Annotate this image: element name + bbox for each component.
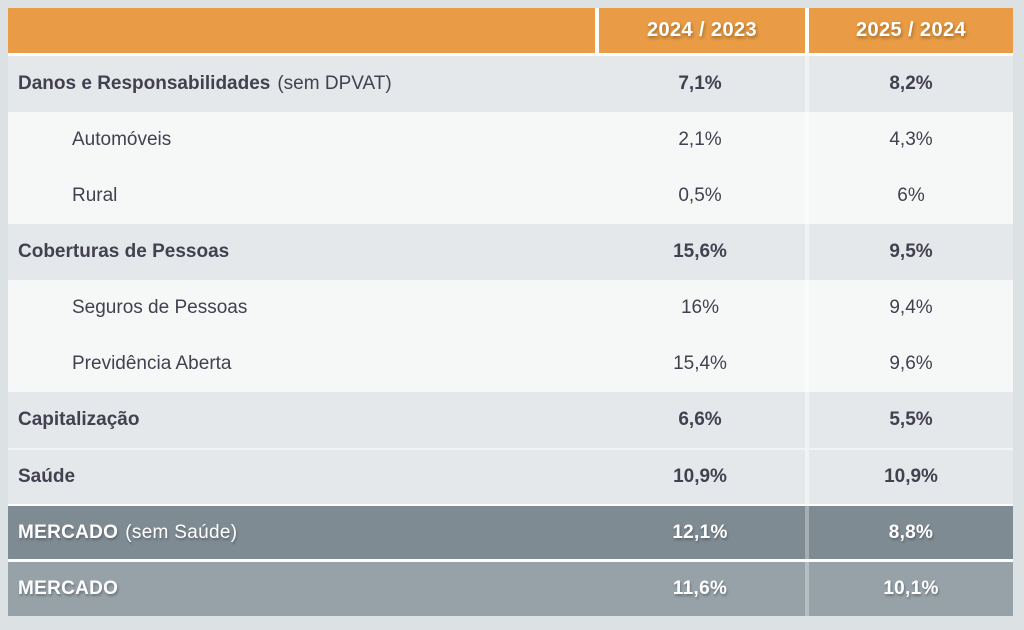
table-row: Danos e Responsabilidades (sem DPVAT) 7,1%…	[8, 56, 1013, 112]
value-2024-2023: 11,6%	[672, 578, 728, 599]
growth-table: 2024 / 2023 2025 / 2024 Danos e Responsa…	[8, 8, 1013, 616]
row-label-cell: Automóveis	[8, 112, 595, 168]
row-label: Capitalização	[18, 409, 140, 430]
row-label-cell: Previdência Aberta	[8, 336, 595, 392]
value-2024-2023: 15,4%	[673, 353, 727, 374]
row-label-cell: MERCADO	[8, 562, 595, 616]
table-row: MERCADO (sem Saúde) 12,1% 8,8%	[8, 504, 1013, 559]
row-label: Coberturas de Pessoas	[18, 241, 230, 262]
value-2025-2024: 9,5%	[805, 224, 1013, 280]
value-2025-2024: 4,3%	[805, 112, 1013, 168]
row-label: MERCADO	[18, 521, 119, 543]
value-2025-2024: 10,9%	[805, 450, 1013, 504]
row-label-suffix: (sem Saúde)	[125, 521, 238, 543]
header-label-cell	[8, 8, 595, 53]
row-label: MERCADO	[18, 578, 119, 599]
table-row: Rural 0,5% 6%	[8, 168, 1013, 224]
table-header-row: 2024 / 2023 2025 / 2024	[8, 8, 1013, 56]
value-2024-2023: 7,1%	[678, 73, 722, 94]
row-label-cell: Danos e Responsabilidades (sem DPVAT)	[8, 56, 595, 112]
table-row: Previdência Aberta 15,4% 9,6%	[8, 336, 1013, 392]
table-row: Capitalização 6,6% 5,5%	[8, 392, 1013, 448]
value-2024-2023: 15,6%	[673, 241, 727, 262]
value-2025-2024: 8,2%	[805, 56, 1013, 112]
value-2025-2024: 9,4%	[805, 280, 1013, 336]
header-col-2024-2023: 2024 / 2023	[595, 8, 805, 53]
value-2025-2024: 5,5%	[805, 392, 1013, 448]
row-label: Danos e Responsabilidades	[18, 73, 271, 94]
value-2024-2023: 12,1%	[672, 521, 728, 543]
value-2025-2024: 8,8%	[805, 506, 1013, 559]
table-row: Automóveis 2,1% 4,3%	[8, 112, 1013, 168]
table-row: Coberturas de Pessoas 15,6% 9,5%	[8, 224, 1013, 280]
row-label-cell: Seguros de Pessoas	[8, 280, 595, 336]
value-2024-2023: 6,6%	[678, 409, 722, 430]
value-2024-2023: 2,1%	[678, 129, 722, 150]
row-label-cell: Rural	[8, 168, 595, 224]
row-label-cell: Coberturas de Pessoas	[8, 224, 595, 280]
row-label: Rural	[72, 185, 118, 206]
row-label-suffix: (sem DPVAT)	[277, 73, 392, 94]
row-label: Seguros de Pessoas	[72, 297, 248, 318]
row-label-cell: Saúde	[8, 450, 595, 504]
table-row: MERCADO 11,6% 10,1%	[8, 559, 1013, 616]
row-label: Previdência Aberta	[72, 353, 232, 374]
row-label-cell: Capitalização	[8, 392, 595, 448]
value-2025-2024: 9,6%	[805, 336, 1013, 392]
value-2024-2023: 10,9%	[673, 466, 727, 487]
table-row: Seguros de Pessoas 16% 9,4%	[8, 280, 1013, 336]
row-label-cell: MERCADO (sem Saúde)	[8, 506, 595, 559]
value-2024-2023: 0,5%	[678, 185, 722, 206]
value-2025-2024: 10,1%	[805, 562, 1013, 616]
header-col-2025-2024: 2025 / 2024	[805, 8, 1013, 53]
row-label: Saúde	[18, 466, 76, 487]
value-2024-2023: 16%	[680, 297, 720, 318]
value-2025-2024: 6%	[805, 168, 1013, 224]
table-row: Saúde 10,9% 10,9%	[8, 448, 1013, 504]
table-body: Danos e Responsabilidades (sem DPVAT) 7,1%…	[8, 56, 1013, 616]
row-label: Automóveis	[72, 129, 172, 150]
